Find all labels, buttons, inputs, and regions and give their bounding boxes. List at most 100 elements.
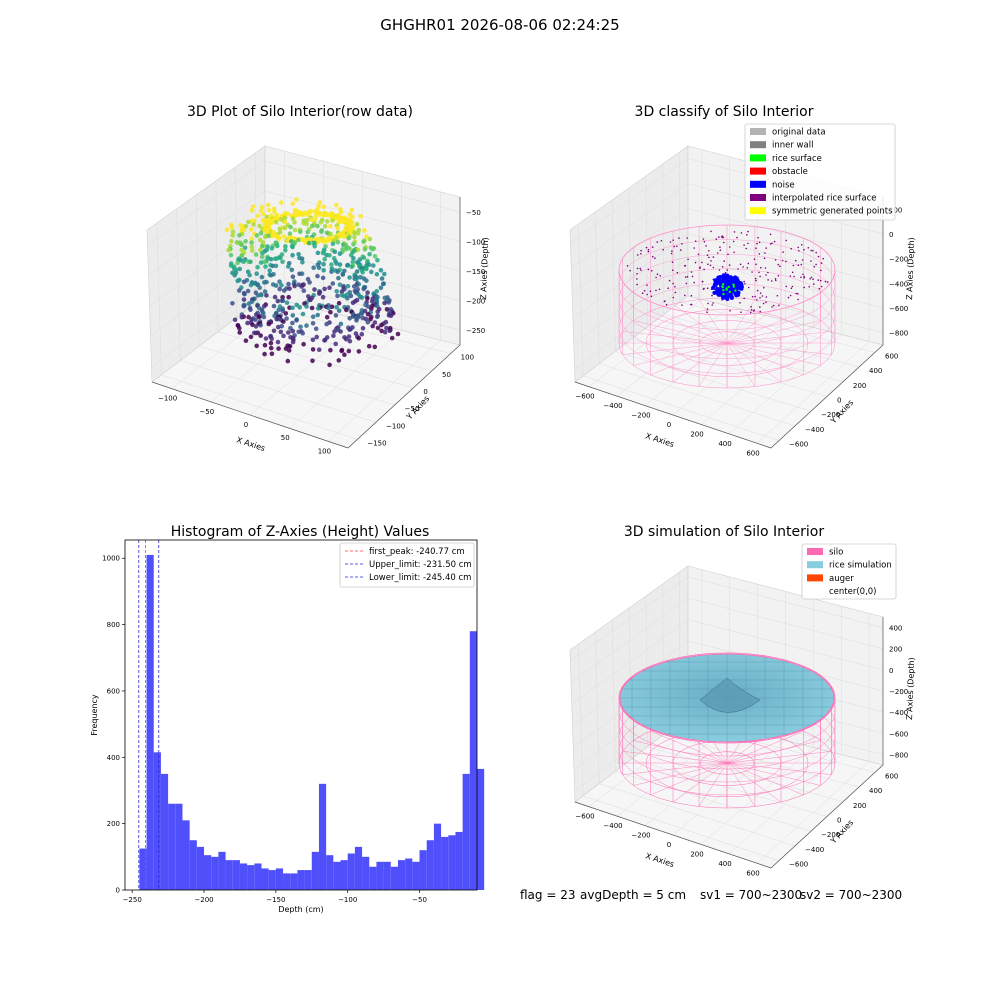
scatter-point [321, 204, 327, 210]
silo-wire [726, 762, 821, 786]
scatter-point [360, 325, 366, 331]
scatter-point [286, 348, 292, 353]
scatter-point [334, 202, 339, 208]
histogram-bar [347, 853, 355, 890]
legend-swatch [750, 154, 766, 162]
interpolated-point [791, 271, 794, 274]
scatter-point [346, 348, 352, 354]
histogram-bar [189, 840, 197, 890]
scatter-point [261, 314, 267, 320]
silo-wire [672, 342, 728, 383]
scatter-point [253, 330, 259, 336]
interpolated-point [743, 244, 745, 246]
interpolated-point [790, 287, 793, 290]
scatter-point [361, 239, 366, 244]
interpolated-point [707, 263, 709, 266]
scatter-point [315, 250, 321, 256]
scatter-point [268, 256, 274, 262]
scatter-point [389, 335, 395, 341]
scatter-point [250, 204, 256, 209]
y-tick-label: 0 [423, 388, 427, 396]
scatter-point [290, 305, 295, 311]
silo-wire [622, 751, 728, 764]
scatter-point [276, 236, 282, 242]
scatter-point [339, 289, 345, 294]
silo-wire [726, 342, 821, 366]
scatter-point [341, 234, 347, 239]
scatter-point [283, 244, 288, 249]
interpolated-point [718, 269, 721, 271]
noise-point [711, 285, 716, 290]
interpolated-point [808, 286, 810, 288]
scatter-point [367, 251, 372, 257]
y-tick-label: 0 [837, 397, 841, 405]
scatter-point [255, 213, 261, 219]
interpolated-point [800, 276, 802, 279]
scatter-point [260, 250, 265, 256]
scatter-point [280, 298, 286, 304]
interpolated-point [767, 271, 769, 274]
silo-wire [618, 239, 836, 330]
scatter-point [269, 336, 275, 342]
interpolated-point [637, 254, 639, 256]
scatter-point [328, 347, 333, 353]
interpolated-point [771, 242, 773, 245]
interpolated-point [775, 279, 777, 282]
scatter-point [230, 229, 236, 235]
interpolated-point [715, 238, 718, 240]
scatter-point [338, 329, 343, 334]
silo-wire [726, 299, 756, 344]
scatter-point [255, 293, 261, 298]
scatter-point [298, 324, 303, 330]
scatter-point [278, 255, 283, 261]
interpolated-point [685, 282, 688, 285]
histogram-bar [297, 870, 305, 890]
scatter-point [384, 325, 389, 331]
z-tick-label: −100 [466, 238, 485, 246]
scatter-point [281, 319, 286, 324]
y-tick-label: 800 [107, 621, 120, 629]
scatter-point [379, 276, 385, 281]
scatter-point [275, 298, 281, 304]
interpolated-point [753, 258, 756, 261]
scatter-point [368, 316, 373, 322]
scatter-point [312, 240, 317, 246]
scatter-point [262, 289, 268, 294]
scatter-point [277, 286, 283, 292]
histogram-bar [362, 856, 370, 890]
scatter-point [258, 260, 264, 265]
histogram-bar [311, 851, 319, 890]
scatter-point [371, 263, 376, 268]
scatter-point [320, 275, 326, 281]
interpolated-point [674, 286, 676, 288]
scatter-point [375, 325, 381, 331]
interpolated-point [764, 252, 766, 254]
scatter-point [310, 337, 316, 343]
noise-point [724, 281, 729, 286]
footer-sv2: sv2 = 700~2300 [800, 888, 903, 902]
scatter-point [278, 200, 284, 205]
silo-wire [650, 730, 728, 764]
legend-label: Upper_limit: -231.50 cm [369, 560, 472, 570]
silo-wire [726, 762, 832, 775]
scatter-point [275, 324, 281, 330]
interpolated-point [739, 263, 742, 266]
interpolated-point [626, 265, 629, 267]
z-tick-label: −150 [466, 268, 485, 276]
interpolated-point [712, 302, 714, 304]
scatter-point [337, 251, 343, 256]
silo-wire [672, 762, 728, 803]
scatter-point [316, 265, 322, 271]
x-tick-label: 400 [718, 440, 731, 448]
interpolated-point [737, 268, 739, 270]
scatter-point [286, 264, 291, 269]
x-tick-label: −100 [158, 395, 177, 403]
scatter-point [378, 285, 384, 291]
scatter-point [246, 219, 251, 225]
interpolated-point [820, 269, 822, 272]
histogram-bar [146, 554, 154, 890]
scatter-point [290, 313, 296, 318]
scatter-point [230, 233, 235, 238]
scatter-point [259, 243, 265, 249]
scatter-point [266, 321, 272, 327]
